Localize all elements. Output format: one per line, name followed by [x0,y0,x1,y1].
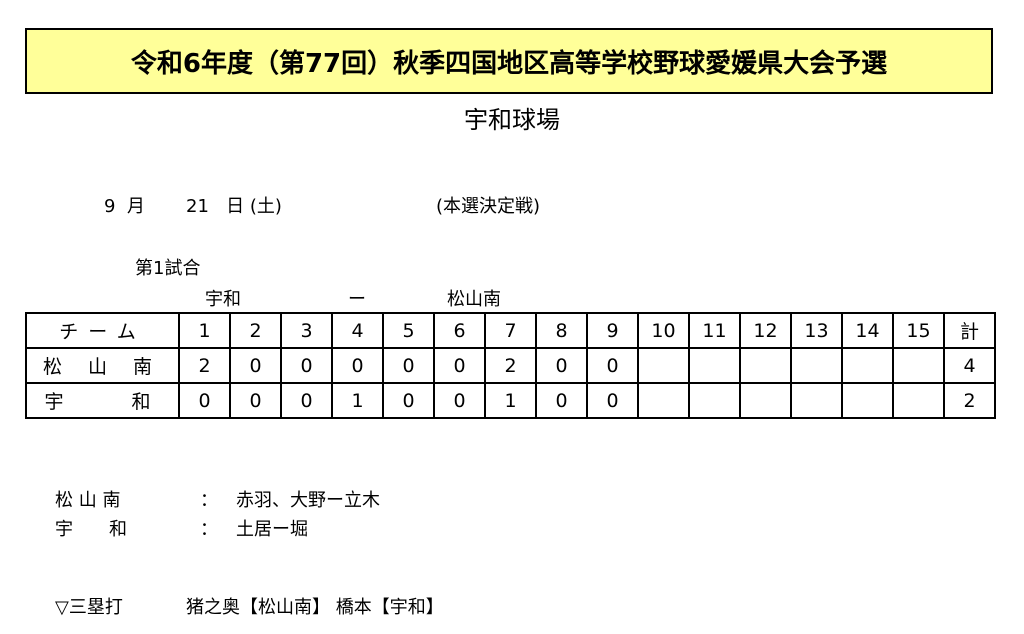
score-cell: 2 [484,347,537,384]
battery-colon: ： [200,490,218,511]
header-cell: 8 [535,312,588,349]
venue: 宇和球場 [464,106,560,134]
header-cell: 13 [790,312,843,349]
stage: (本選決定戦) [436,196,541,217]
header-cell: 2 [229,312,282,349]
matchup-home: 宇和 [205,289,241,310]
score-cell: 0 [229,347,282,384]
score-cell: 1 [331,382,384,419]
header-cell: 1 [178,312,231,349]
score-cell: 0 [382,382,435,419]
score-cell [739,382,792,419]
header-cell: 15 [892,312,945,349]
score-cell: 0 [229,382,282,419]
score-cell [688,347,741,384]
score-cell [739,347,792,384]
score-cell: 0 [433,382,486,419]
weekday: (土) [249,196,282,217]
header-cell: 3 [280,312,333,349]
score-cell: 2 [178,347,231,384]
table-row: 宇 和 0 0 0 1 0 0 1 0 0 2 [25,382,996,419]
triples-label: ▽三塁打 [55,597,123,618]
header-cell: 5 [382,312,435,349]
header-cell: 11 [688,312,741,349]
score-cell: 0 [586,382,639,419]
score-cell: 0 [382,347,435,384]
header-cell: 12 [739,312,792,349]
header-cell: 9 [586,312,639,349]
score-cell [841,347,894,384]
score-cell [892,382,945,419]
score-cell [637,347,690,384]
header-cell: 計 [943,312,996,349]
score-cell [688,382,741,419]
matchup-away: 松山南 [447,289,501,310]
day: 21 [186,196,209,217]
table-header-row: チーム 1 2 3 4 5 6 7 8 9 10 11 12 13 14 15 … [25,312,996,349]
score-cell: 0 [433,347,486,384]
total-cell: 2 [943,382,996,419]
header-cell: 6 [433,312,486,349]
score-cell [790,382,843,419]
page-title: 令和6年度（第77回）秋季四国地区高等学校野球愛媛県大会予選 [25,28,993,94]
team-cell: 宇 和 [25,382,180,419]
date-day: 21 日 (土) [186,192,282,218]
battery-colon: ： [200,519,218,540]
team-cell: 松 山 南 [25,347,180,384]
score-cell: 0 [280,382,333,419]
table-row: 松 山 南 2 0 0 0 0 0 2 0 0 4 [25,347,996,384]
date-month: 9 月 [104,192,145,218]
header-cell: 14 [841,312,894,349]
header-cell: 10 [637,312,690,349]
triples-text: 猪之奥【松山南】 橋本【宇和】 [186,597,444,618]
score-cell [637,382,690,419]
header-cell: チーム [25,312,180,349]
score-cell: 0 [535,347,588,384]
day-unit: 日 [226,196,245,217]
score-cell: 0 [535,382,588,419]
battery-players: 赤羽、大野ー立木 [236,490,380,511]
battery-team: 松 山 南 [55,490,121,511]
header-cell: 4 [331,312,384,349]
month: 9 [104,196,116,217]
game-number: 第1試合 [135,258,201,279]
month-unit: 月 [126,196,145,217]
score-cell: 0 [280,347,333,384]
battery-players: 土居ー堀 [236,519,308,540]
scoreboard-table: チーム 1 2 3 4 5 6 7 8 9 10 11 12 13 14 15 … [25,312,996,419]
matchup-separator: ー [348,289,366,310]
score-cell [892,347,945,384]
battery-team: 宇 和 [55,519,127,540]
score-cell: 0 [586,347,639,384]
header-cell: 7 [484,312,537,349]
score-cell: 0 [178,382,231,419]
score-cell: 1 [484,382,537,419]
total-cell: 4 [943,347,996,384]
score-cell [841,382,894,419]
score-cell: 0 [331,347,384,384]
score-cell [790,347,843,384]
